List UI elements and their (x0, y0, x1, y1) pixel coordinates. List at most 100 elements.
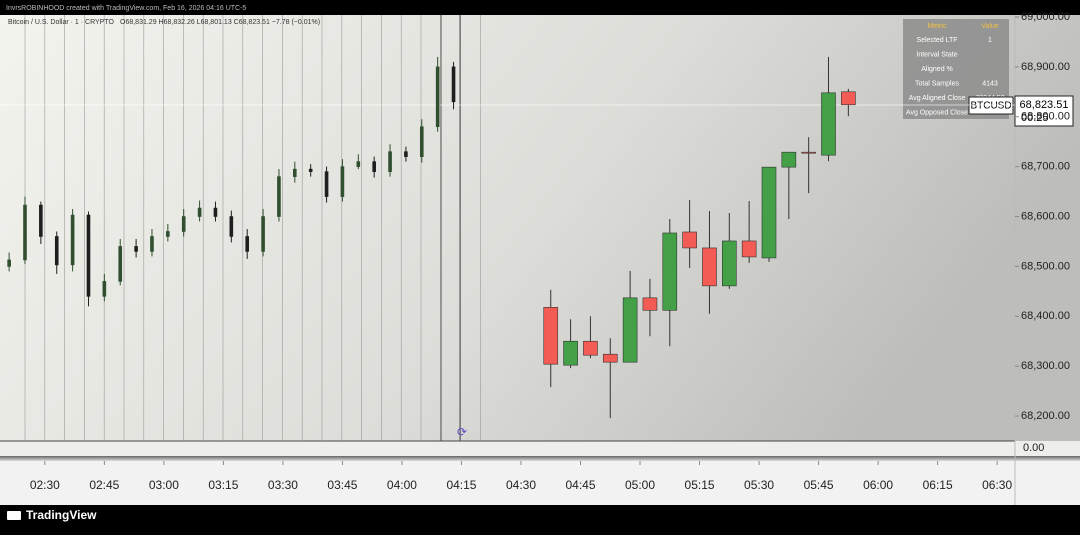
candle-body (39, 204, 43, 237)
x-tick-label: 05:00 (625, 478, 655, 492)
table-header: Value (981, 23, 998, 30)
candle-body (404, 151, 408, 157)
candle-body (741, 240, 757, 258)
table-cell: 1 (988, 37, 992, 44)
candle-body (543, 307, 559, 365)
candle-body (662, 232, 678, 311)
y-tick-label: 68,900.00 (1021, 61, 1070, 73)
x-tick-label: 03:30 (268, 478, 298, 492)
x-tick-label: 05:30 (744, 478, 774, 492)
candle-body (23, 204, 27, 261)
y-tick-label: 68,400.00 (1021, 310, 1070, 322)
candle-body (213, 207, 218, 217)
candle-body (419, 126, 424, 157)
price-tag (1014, 95, 1074, 127)
x-tick-label: 06:15 (923, 478, 953, 492)
candle-body (702, 247, 717, 287)
x-tick-label: 05:45 (804, 478, 834, 492)
y-tick-label: 68,600.00 (1021, 210, 1070, 222)
x-tick-label: 04:00 (387, 478, 417, 492)
symbol-legend: Bitcoin / U.S. Dollar · 1 · CRYPTO (8, 19, 114, 26)
candle-body (722, 240, 737, 287)
candle-body (841, 91, 856, 106)
candle-body (682, 231, 697, 249)
table-cell: Total Samples (915, 80, 959, 87)
table-cell: Selected LTF (916, 37, 957, 44)
pane-separator (0, 456, 1080, 461)
brand: TradingView (26, 508, 97, 522)
x-tick-label: 06:00 (863, 478, 893, 492)
y-tick-label: 68,200.00 (1021, 410, 1070, 422)
table-cell: Avg Opposed Close (906, 109, 968, 116)
candle-body (622, 297, 638, 363)
candle-body (7, 259, 11, 267)
replay-icon[interactable]: ⟳ (457, 425, 467, 439)
x-tick-label: 03:45 (327, 478, 357, 492)
candle-body (86, 214, 91, 297)
table-cell: Interval State (916, 51, 957, 58)
candle-body (761, 166, 777, 259)
x-tick-label: 04:45 (565, 478, 595, 492)
y-tick-label: 68,700.00 (1021, 161, 1070, 173)
top-bar (0, 0, 1080, 15)
y-tick-label: 68,800.00 (1021, 111, 1070, 123)
candle-body (583, 340, 598, 356)
x-tick-label: 02:30 (30, 478, 60, 492)
candle-body (801, 151, 816, 154)
pane-value: 0.00 (1023, 442, 1044, 454)
candle-body (197, 207, 202, 217)
candle-body (277, 176, 281, 217)
candle-body (54, 236, 59, 266)
candle-body (102, 281, 107, 297)
candle-body (340, 166, 345, 197)
candle-body (181, 216, 186, 232)
table-cell: Avg Aligned Close (909, 95, 966, 102)
candle-body (372, 161, 376, 172)
logo (7, 511, 21, 520)
header: InvrsROBINHOOD created with TradingView.… (6, 5, 246, 12)
candle-body (563, 340, 578, 366)
candle-body (388, 151, 392, 172)
plot-bg (0, 15, 1080, 441)
table-cell: 4143 (982, 80, 998, 87)
x-tick-label: 05:15 (685, 478, 715, 492)
candle-body (356, 161, 361, 167)
candle-body (229, 216, 234, 237)
y-tick-label: 68,500.00 (1021, 260, 1070, 272)
table-header: Metric (927, 23, 947, 30)
candle-body (435, 66, 440, 128)
candle-body (308, 168, 313, 172)
candle-body (118, 246, 123, 282)
candle-body (324, 171, 329, 197)
candle-body (261, 216, 265, 252)
x-tick-label: 06:30 (982, 478, 1012, 492)
candle-body (821, 92, 836, 156)
candle-body (293, 168, 297, 177)
candle-body (70, 214, 75, 266)
x-tick-label: 04:30 (506, 478, 536, 492)
candle-body (150, 236, 154, 252)
candle-body (166, 231, 170, 237)
candle-body (451, 66, 456, 103)
lower-pane (0, 441, 1080, 460)
candle-body (602, 353, 618, 363)
x-tick-label: 02:45 (89, 478, 119, 492)
session-lines (24, 15, 481, 441)
candle-body (134, 246, 138, 252)
time-axis (0, 461, 1080, 505)
table-cell: Aligned % (921, 66, 953, 73)
footer-bar (0, 505, 1080, 530)
x-tick-label: 03:15 (208, 478, 238, 492)
countdown: 00:25 (1021, 112, 1049, 124)
y-tick-label: 69,000.00 (1021, 11, 1070, 23)
ohlc-legend: O68,831.29 H68,832.26 L68,801.13 C68,823… (120, 19, 320, 26)
x-tick-label: 04:15 (446, 478, 476, 492)
price-tag-text: 68,823.51 (1020, 99, 1069, 111)
candle-body (245, 236, 250, 252)
candle-body (781, 151, 797, 168)
symbol-tag (968, 96, 1014, 115)
x-tick-label: 03:00 (149, 478, 179, 492)
candle-body (642, 297, 658, 311)
y-tick-label: 68,300.00 (1021, 360, 1070, 372)
